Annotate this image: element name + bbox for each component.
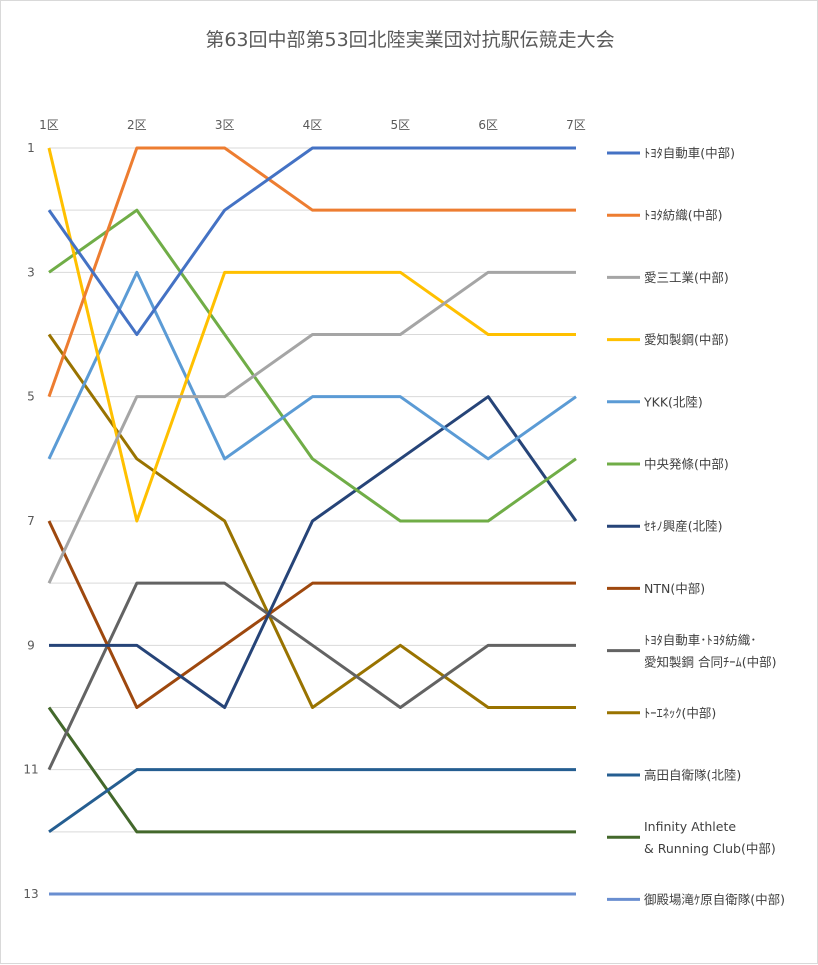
chart-title: 第63回中部第53回北陸実業団対抗駅伝競走大会: [205, 29, 614, 51]
legend-label: 高田自衛隊(北陸): [644, 768, 741, 783]
y-tick-label: 7: [27, 514, 35, 528]
legend-label: YKK(北陸): [643, 394, 703, 409]
legend-item: ｾｷﾉ興産(北陸): [607, 519, 723, 534]
legend-label: ｾｷﾉ興産(北陸): [644, 519, 723, 534]
series-line: [47, 270, 576, 584]
series-line: [47, 147, 576, 523]
legend-label: ﾄﾖﾀ自動車(中部): [644, 146, 735, 161]
legend-label: 中央発條(中部): [644, 457, 729, 472]
legend-label: 愛知製鋼 合同ﾁｰﾑ(中部): [644, 655, 776, 670]
legend-label: ﾄﾖﾀ紡織(中部): [644, 208, 723, 223]
x-tick-label: 7区: [566, 118, 586, 132]
legend-item: 高田自衛隊(北陸): [607, 768, 741, 783]
series-line: [47, 333, 576, 709]
legend-item: 愛三工業(中部): [607, 270, 729, 285]
x-tick-label: 6区: [478, 118, 498, 132]
y-tick-label: 3: [27, 265, 35, 279]
y-tick-label: 13: [23, 887, 38, 901]
legend-label: 御殿場滝ｹ原自衛隊(中部): [644, 892, 785, 907]
x-tick-label: 3区: [215, 118, 235, 132]
series-line: [47, 146, 576, 336]
legend-item: 中央発條(中部): [607, 457, 729, 472]
legend-label: Infinity Athlete: [644, 819, 736, 834]
series-line: [47, 706, 576, 834]
x-tick-label: 5区: [391, 118, 411, 132]
legend-label: & Running Club(中部): [644, 841, 776, 856]
legend-item: NTN(中部): [607, 581, 705, 596]
y-tick-label: 1: [27, 141, 35, 155]
series-line: [47, 581, 576, 771]
x-tick-label: 4区: [303, 118, 323, 132]
y-tick-label: 5: [27, 390, 35, 404]
legend-item: 御殿場滝ｹ原自衛隊(中部): [607, 892, 785, 907]
series-line: [49, 395, 578, 709]
legend-item: Infinity Athlete & Running Club(中部): [607, 819, 776, 856]
series-line: [47, 520, 576, 709]
legend-label: 愛三工業(中部): [644, 270, 729, 285]
legend-item: 愛知製鋼(中部): [607, 332, 729, 347]
series-line: [47, 270, 577, 461]
x-tick-label: 2区: [127, 118, 147, 132]
legend-label: ﾄﾖﾀ自動車･ﾄﾖﾀ紡織･: [644, 633, 757, 648]
legend-item: YKK(北陸): [607, 394, 703, 409]
legend-item: ﾄｰｴﾈｯｸ(中部): [607, 705, 716, 720]
y-tick-label: 11: [23, 763, 38, 777]
legend: ﾄﾖﾀ自動車(中部) ﾄﾖﾀ紡織(中部) 愛三工業(中部) 愛知製鋼(中部) YKK(北…: [607, 146, 785, 907]
series-line: [48, 768, 576, 834]
legend-item: ﾄﾖﾀ自動車･ﾄﾖﾀ紡織･ 愛知製鋼 合同ﾁｰﾑ(中部): [607, 633, 776, 670]
legend-item: ﾄﾖﾀ自動車(中部): [607, 146, 735, 161]
series-layer: [47, 146, 578, 896]
x-tick-label: 1区: [39, 118, 59, 132]
legend-label: ﾄｰｴﾈｯｸ(中部): [644, 705, 716, 720]
series-line: [48, 208, 577, 523]
legend-item: ﾄﾖﾀ紡織(中部): [607, 208, 723, 223]
legend-label: NTN(中部): [644, 581, 705, 596]
series-line: [47, 146, 576, 398]
y-tick-label: 9: [27, 638, 35, 652]
x-axis-ticks: 1区 2区 3区 4区 5区 6区 7区: [39, 118, 586, 132]
legend-label: 愛知製鋼(中部): [644, 332, 729, 347]
